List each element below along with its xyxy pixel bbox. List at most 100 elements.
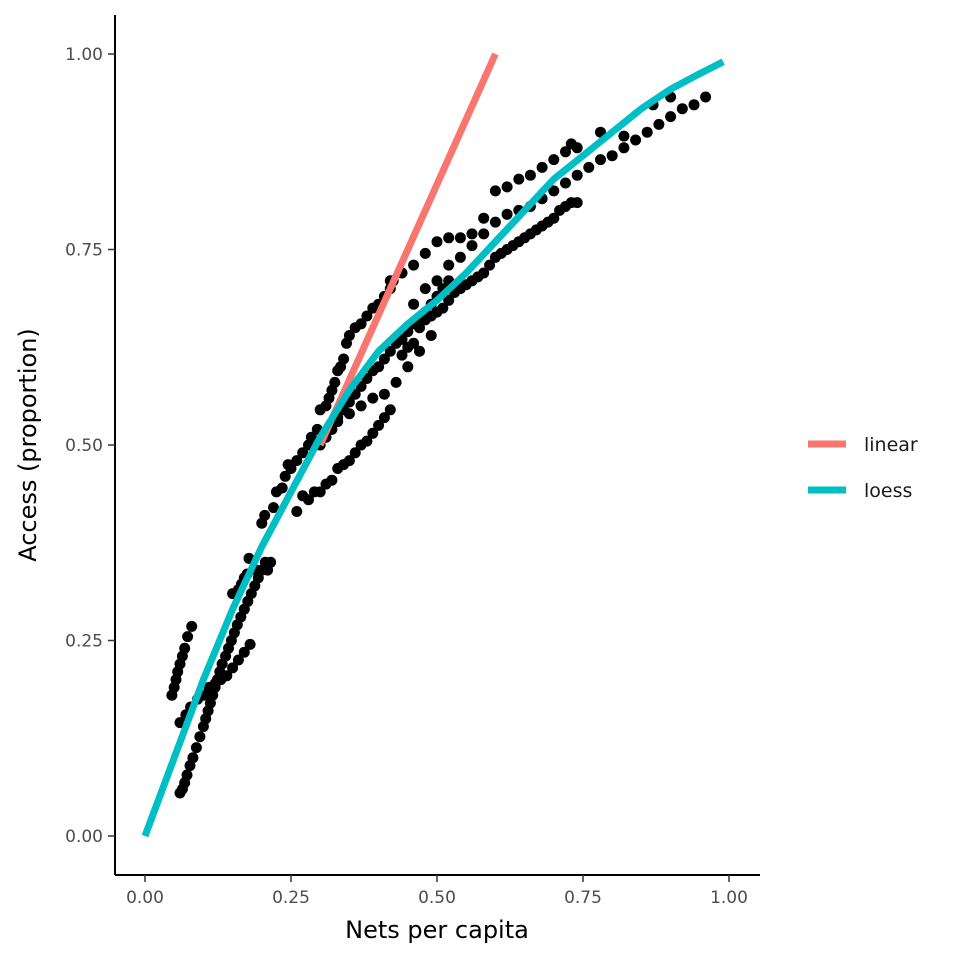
data-point <box>425 330 437 341</box>
data-point <box>443 294 455 306</box>
data-point <box>373 419 385 431</box>
data-point <box>402 361 414 373</box>
data-point <box>291 506 303 517</box>
x-axis-ticks: 0.00 0.25 0.50 0.75 1.00 <box>126 875 748 908</box>
data-point <box>489 185 501 197</box>
legend-label-loess: loess <box>864 480 912 502</box>
data-point <box>276 482 288 494</box>
data-point <box>431 236 443 248</box>
y-axis-ticks: 0.00 0.25 0.50 0.75 1.00 <box>65 45 115 847</box>
data-point <box>373 361 385 373</box>
data-point <box>700 91 712 103</box>
y-tick-label: 1.00 <box>65 45 103 65</box>
legend: linear loess <box>808 434 918 502</box>
data-point <box>244 638 256 650</box>
data-point <box>187 752 199 764</box>
data-point <box>595 154 606 166</box>
data-point <box>513 173 525 185</box>
data-point <box>653 118 665 130</box>
data-point <box>279 470 291 482</box>
data-point <box>303 494 314 506</box>
data-point <box>238 646 250 658</box>
data-point <box>182 631 194 643</box>
data-point <box>478 267 490 279</box>
data-point <box>390 376 402 388</box>
data-point <box>630 134 642 146</box>
y-axis-title: Access (proportion) <box>14 328 42 562</box>
data-point <box>665 111 677 123</box>
data-point <box>419 283 431 295</box>
data-point <box>190 742 202 754</box>
data-point <box>571 142 583 154</box>
x-tick-label: 1.00 <box>710 888 748 908</box>
data-point <box>606 150 618 162</box>
data-point <box>343 408 355 420</box>
data-point <box>489 216 501 228</box>
data-point <box>454 251 466 263</box>
data-point <box>343 330 355 341</box>
x-axis-title: Nets per capita <box>345 916 529 944</box>
data-point <box>194 731 206 743</box>
data-point <box>548 212 560 224</box>
data-point <box>583 161 595 173</box>
data-point <box>571 197 583 209</box>
points-layer <box>166 91 712 799</box>
x-tick-label: 0.50 <box>418 888 456 908</box>
data-point <box>291 455 303 467</box>
y-tick-label: 0.25 <box>65 632 103 652</box>
data-point <box>384 345 396 357</box>
data-point <box>548 154 560 166</box>
data-point <box>259 509 271 521</box>
data-point <box>186 620 198 632</box>
data-point <box>478 212 490 224</box>
data-point <box>466 228 478 240</box>
data-point <box>571 169 583 181</box>
y-tick-label: 0.75 <box>65 241 103 261</box>
data-point <box>536 161 548 173</box>
data-point <box>361 310 373 322</box>
data-point <box>641 126 653 138</box>
x-tick-label: 0.75 <box>564 888 602 908</box>
fit-line-loess <box>141 58 725 838</box>
data-point <box>408 298 420 310</box>
data-point <box>367 427 379 439</box>
data-point <box>297 447 309 459</box>
x-tick-label: 0.00 <box>126 888 164 908</box>
data-point <box>378 353 390 365</box>
data-point <box>396 333 408 345</box>
data-point <box>384 404 396 416</box>
data-point <box>227 662 239 674</box>
data-point <box>285 463 297 474</box>
data-point <box>443 259 455 271</box>
data-point <box>676 103 688 115</box>
data-point <box>355 318 367 330</box>
data-point <box>437 302 449 314</box>
y-tick-label: 0.00 <box>65 827 103 847</box>
data-point <box>355 400 367 412</box>
data-point <box>326 474 338 486</box>
x-tick-label: 0.25 <box>272 888 310 908</box>
data-point <box>501 208 513 220</box>
data-point <box>466 240 478 252</box>
data-point <box>419 247 431 259</box>
data-point <box>221 670 233 682</box>
legend-label-linear: linear <box>864 434 918 456</box>
y-tick-label: 0.50 <box>65 436 103 456</box>
data-point <box>265 556 277 568</box>
data-point <box>431 275 443 287</box>
data-point <box>338 353 350 365</box>
data-point <box>361 435 373 447</box>
data-point <box>232 654 244 666</box>
data-point <box>524 169 536 181</box>
fit-lines-layer <box>141 52 725 838</box>
data-point <box>618 142 630 154</box>
data-point <box>396 349 408 361</box>
data-point <box>560 146 571 158</box>
data-point <box>688 99 700 111</box>
data-point <box>454 232 466 244</box>
data-point <box>414 345 425 357</box>
data-point <box>548 185 560 197</box>
data-point <box>443 232 455 244</box>
data-point <box>501 181 513 193</box>
data-point <box>343 455 355 467</box>
